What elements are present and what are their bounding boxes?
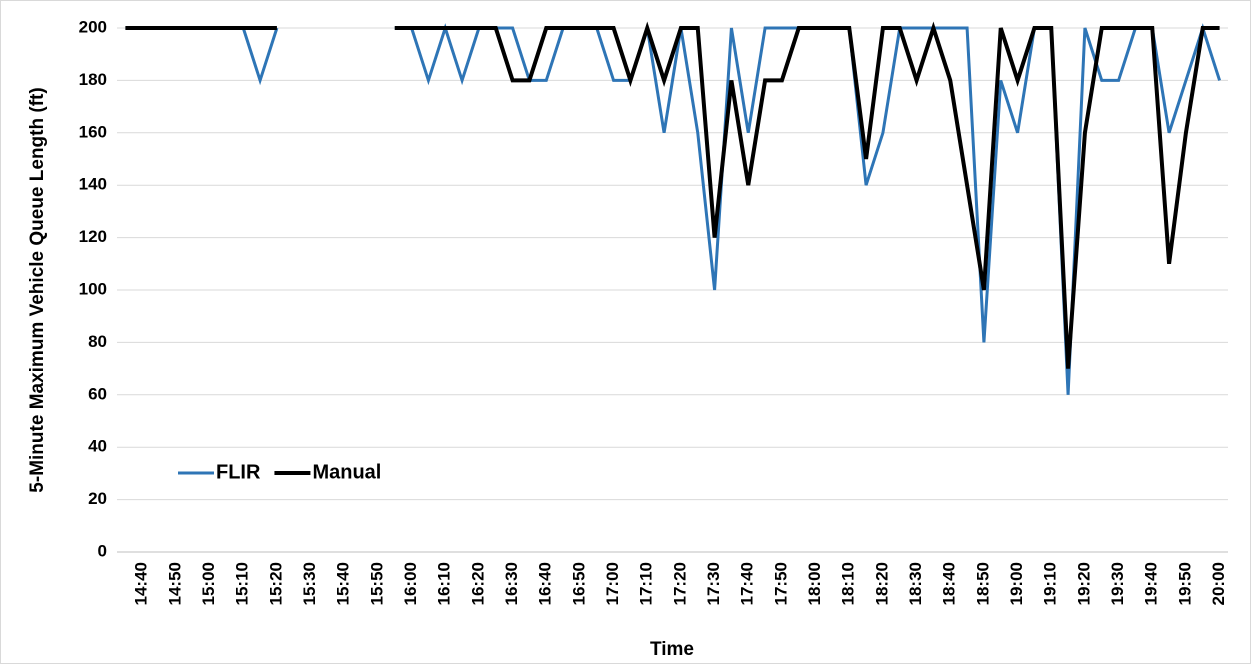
y-tick-label: 20 xyxy=(88,489,107,508)
x-tick-label: 18:10 xyxy=(839,562,858,605)
y-tick-label: 80 xyxy=(88,332,107,351)
x-tick-label: 19:50 xyxy=(1175,562,1194,605)
x-tick-label: 16:00 xyxy=(401,562,420,605)
x-tick-label: 18:00 xyxy=(805,562,824,605)
y-tick-label: 140 xyxy=(79,175,107,194)
x-tick-label: 19:10 xyxy=(1041,562,1060,605)
y-tick-label: 60 xyxy=(88,384,107,403)
y-tick-label: 40 xyxy=(88,437,107,456)
x-tick-label: 15:10 xyxy=(233,562,252,605)
x-tick-label: 15:20 xyxy=(266,562,285,605)
y-axis-title: 5-Minute Maximum Vehicle Queue Length (f… xyxy=(27,87,48,492)
x-tick-label: 15:40 xyxy=(334,562,353,605)
x-tick-label: 17:20 xyxy=(670,562,689,605)
x-tick-label: 19:20 xyxy=(1074,562,1093,605)
x-tick-label: 14:50 xyxy=(165,562,184,605)
legend-label: FLIR xyxy=(216,461,261,483)
x-tick-label: 19:40 xyxy=(1142,562,1161,605)
x-tick-label: 16:30 xyxy=(502,562,521,605)
x-tick-label: 18:30 xyxy=(906,562,925,605)
x-tick-label: 17:00 xyxy=(603,562,622,605)
y-tick-label: 180 xyxy=(79,70,107,89)
x-tick-label: 18:50 xyxy=(973,562,992,605)
x-tick-label: 16:20 xyxy=(468,562,487,605)
x-tick-label: 18:40 xyxy=(940,562,959,605)
x-tick-label: 15:00 xyxy=(199,562,218,605)
y-tick-label: 120 xyxy=(79,227,107,246)
series-line xyxy=(125,21,1220,369)
y-tick-label: 200 xyxy=(79,17,107,36)
x-tick-label: 14:40 xyxy=(132,562,151,605)
x-tick-label: 19:30 xyxy=(1108,562,1127,605)
x-tick-label: 19:00 xyxy=(1007,562,1026,605)
x-axis-title: Time xyxy=(650,639,694,660)
y-tick-label: 100 xyxy=(79,279,107,298)
legend-label: Manual xyxy=(312,461,381,483)
x-tick-label: 17:40 xyxy=(738,562,757,605)
x-tick-label: 17:50 xyxy=(771,562,790,605)
x-tick-label: 16:50 xyxy=(569,562,588,605)
x-tick-label: 15:30 xyxy=(300,562,319,605)
x-tick-label: 17:30 xyxy=(704,562,723,605)
x-tick-label: 20:00 xyxy=(1209,562,1228,605)
y-tick-label: 160 xyxy=(79,122,107,141)
x-tick-label: 17:10 xyxy=(637,562,656,605)
x-tick-label: 18:20 xyxy=(872,562,891,605)
x-tick-label: 16:40 xyxy=(536,562,555,605)
x-tick-label: 16:10 xyxy=(435,562,454,605)
y-tick-label: 0 xyxy=(98,541,107,560)
x-tick-label: 15:50 xyxy=(367,562,386,605)
